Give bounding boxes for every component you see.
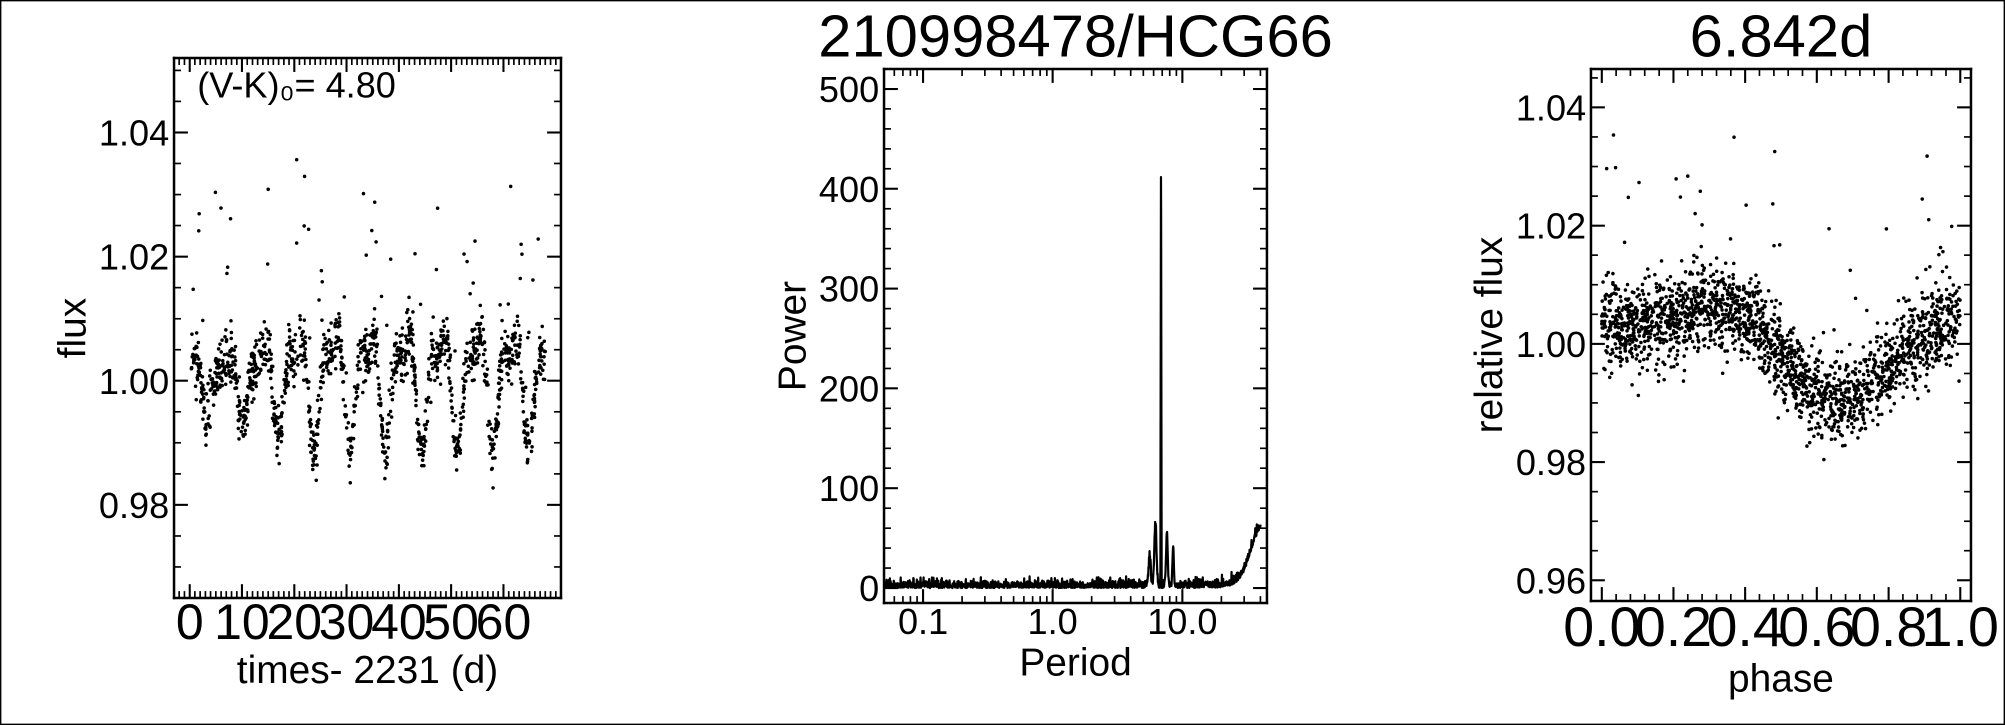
svg-text:20: 20 <box>266 594 322 650</box>
svg-text:1.0: 1.0 <box>1922 596 1999 658</box>
svg-text:1.0: 1.0 <box>1028 601 1078 642</box>
svg-text:60: 60 <box>476 594 532 650</box>
svg-text:1.00: 1.00 <box>1516 324 1586 365</box>
svg-text:50: 50 <box>423 594 479 650</box>
svg-text:1.04: 1.04 <box>1516 88 1586 129</box>
svg-text:0.1: 0.1 <box>898 601 948 642</box>
svg-text:210998478/HCG66: 210998478/HCG66 <box>818 3 1333 70</box>
svg-text:0.8: 0.8 <box>1850 596 1927 658</box>
svg-text:30: 30 <box>319 594 375 650</box>
svg-text:1.02: 1.02 <box>1516 206 1586 247</box>
svg-text:0.6: 0.6 <box>1778 596 1855 658</box>
svg-text:Period: Period <box>1019 641 1131 684</box>
svg-text:0.4: 0.4 <box>1707 596 1784 658</box>
svg-text:0.98: 0.98 <box>1516 442 1586 483</box>
svg-text:300: 300 <box>819 269 879 310</box>
svg-text:500: 500 <box>819 69 879 110</box>
svg-text:6.842d: 6.842d <box>1690 3 1873 70</box>
svg-text:10: 10 <box>214 594 270 650</box>
svg-text:400: 400 <box>819 169 879 210</box>
svg-text:10.0: 10.0 <box>1147 601 1217 642</box>
svg-text:1.04: 1.04 <box>99 113 169 154</box>
svg-text:0.96: 0.96 <box>1516 560 1586 601</box>
svg-text:times- 2231 (d): times- 2231 (d) <box>237 649 498 692</box>
svg-text:flux: flux <box>51 297 94 358</box>
svg-text:200: 200 <box>819 369 879 410</box>
svg-text:0: 0 <box>176 594 204 650</box>
svg-text:Power: Power <box>771 281 814 391</box>
svg-text:40: 40 <box>371 594 427 650</box>
svg-text:100: 100 <box>819 468 879 509</box>
svg-text:0.2: 0.2 <box>1635 596 1712 658</box>
svg-text:1.00: 1.00 <box>99 361 169 402</box>
svg-text:0.98: 0.98 <box>99 485 169 526</box>
svg-text:0: 0 <box>859 568 879 609</box>
svg-text:relative flux: relative flux <box>1468 236 1511 433</box>
svg-text:0.0: 0.0 <box>1563 596 1640 658</box>
svg-text:1.02: 1.02 <box>99 237 169 278</box>
svg-text:phase: phase <box>1728 657 1834 700</box>
svg-text:(V-K)₀= 4.80: (V-K)₀= 4.80 <box>197 65 396 106</box>
